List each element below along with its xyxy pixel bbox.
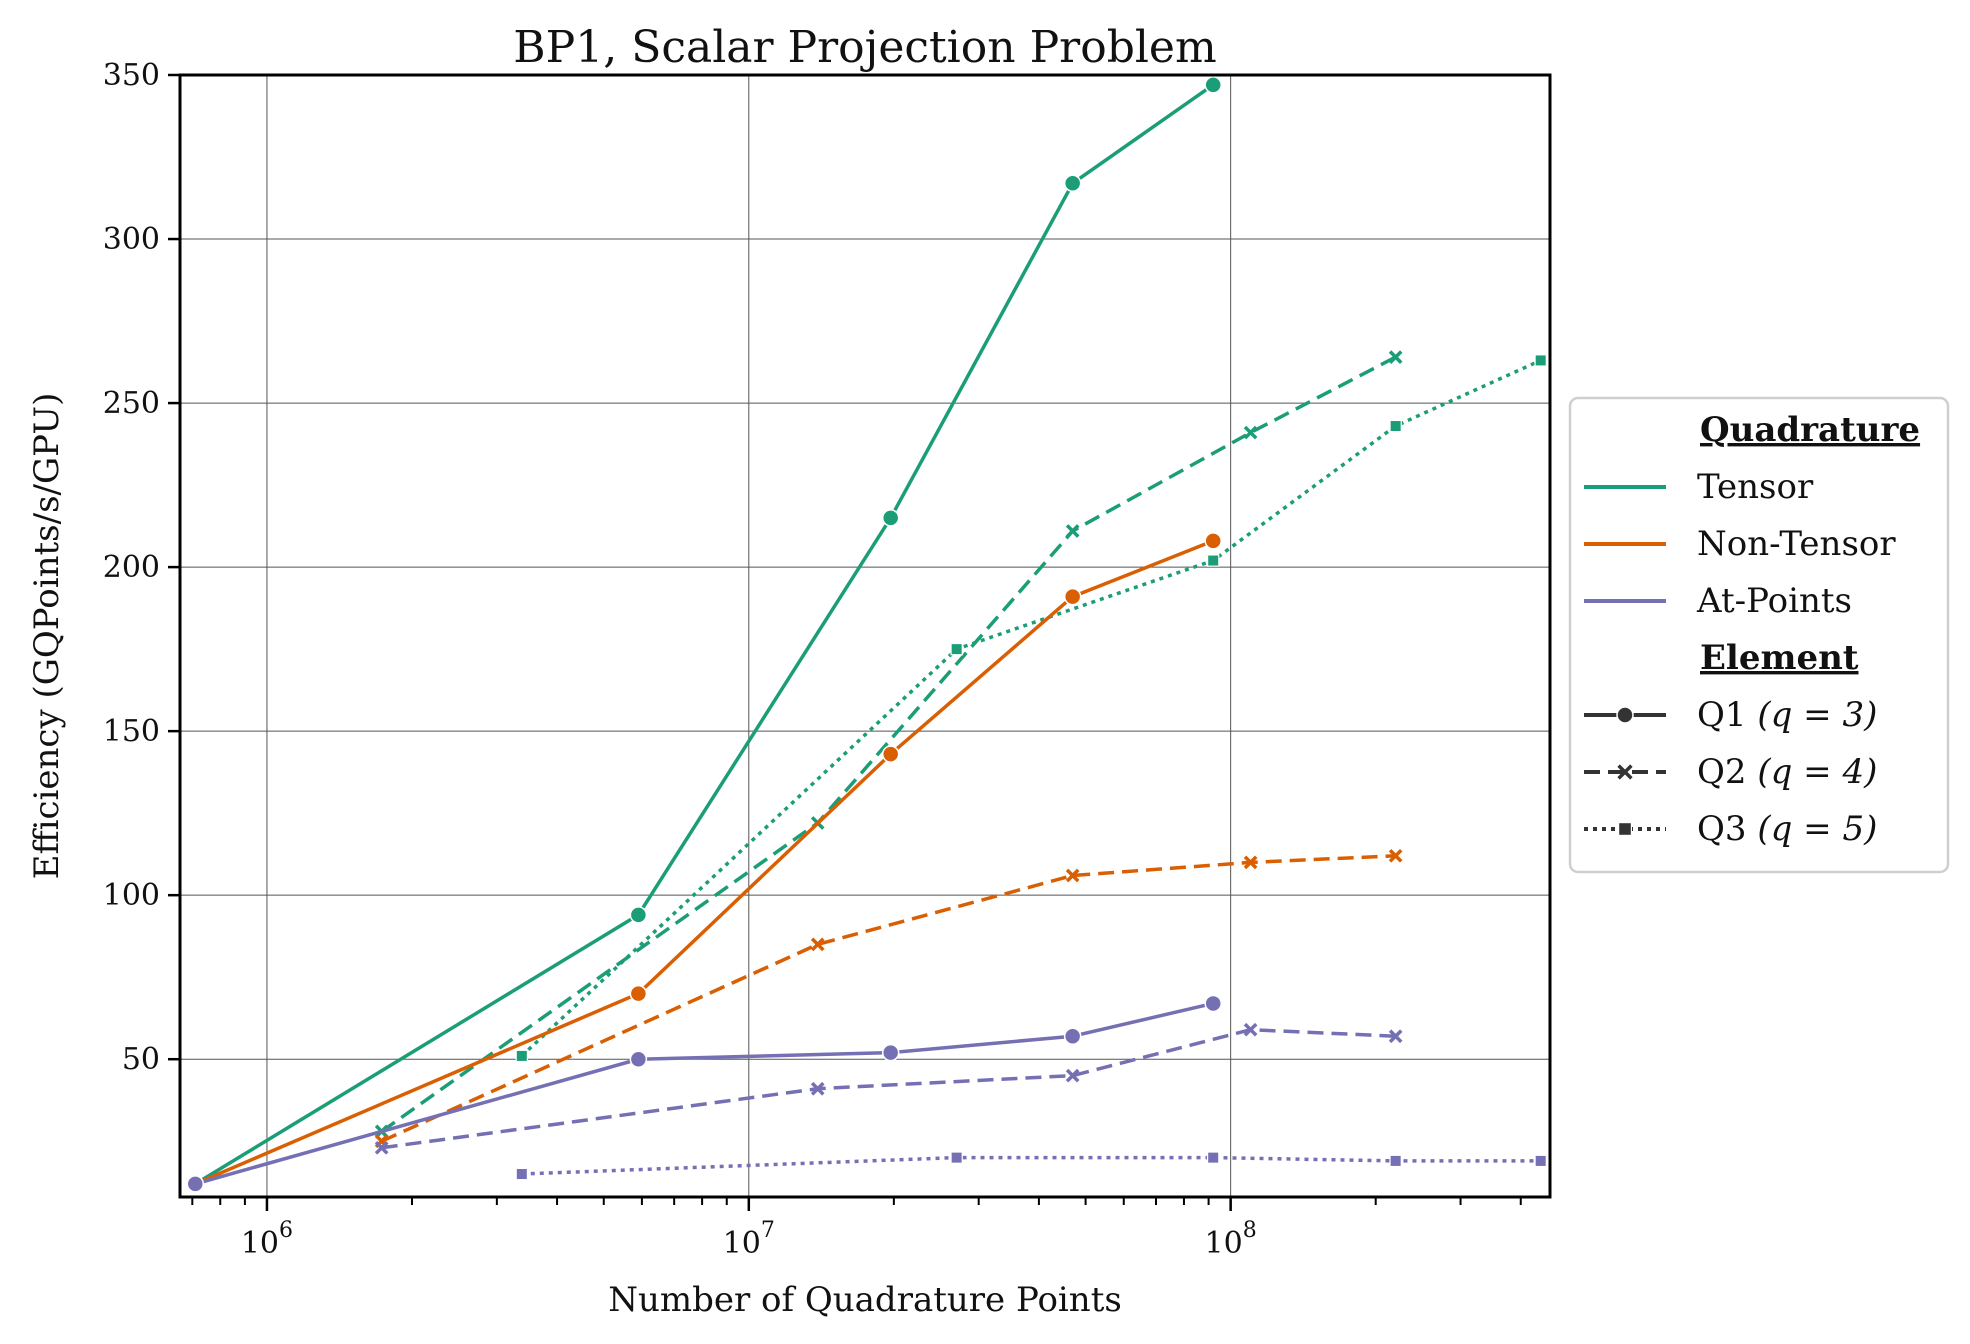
legend: Quadrature Tensor Non-Tensor At-Points Eleme… bbox=[1568, 396, 1950, 874]
grid-lines bbox=[180, 74, 1550, 1197]
y-tick-label: 100 bbox=[103, 878, 160, 913]
legend-entry-non-tensor: Non-Tensor bbox=[1697, 524, 1896, 564]
data-point-at-points-q2 bbox=[810, 1081, 825, 1096]
data-point-at-points-q2 bbox=[1065, 1068, 1080, 1083]
x-axis-ticks: 106 107 108 bbox=[191, 1197, 1522, 1261]
legend-entry-q3: Q3 (q = 5) bbox=[1697, 809, 1877, 849]
data-point-at-points-q2 bbox=[1388, 1029, 1403, 1044]
series-line-non-tensor-q1 bbox=[194, 539, 1214, 1186]
series-at-points-q1 bbox=[186, 994, 1222, 1193]
data-point-tensor-q3 bbox=[1389, 419, 1402, 433]
y-tick-label: 50 bbox=[122, 1042, 160, 1077]
legend-quadrature-title: Quadrature bbox=[1700, 410, 1920, 450]
plot-frame bbox=[178, 73, 1552, 1199]
data-point-non-tensor-q1 bbox=[881, 745, 900, 763]
legend-entry-q2: Q2 (q = 4) bbox=[1697, 752, 1877, 792]
x-tick-label: 108 bbox=[1205, 1218, 1257, 1261]
data-point-tensor-q1 bbox=[629, 906, 648, 924]
data-point-at-points-q2 bbox=[374, 1140, 389, 1155]
legend-entry-tensor: Tensor bbox=[1697, 467, 1814, 507]
series-line-at-points-q3 bbox=[521, 1155, 1541, 1176]
data-point-tensor-q2 bbox=[1243, 425, 1258, 440]
data-point-at-points-q1 bbox=[1204, 994, 1222, 1013]
data-point-tensor-q3 bbox=[1207, 554, 1220, 567]
data-point-tensor-q2 bbox=[1388, 350, 1403, 364]
y-tick-label: 250 bbox=[103, 386, 160, 421]
x-tick-label: 106 bbox=[241, 1218, 293, 1261]
y-tick-label: 300 bbox=[103, 222, 160, 257]
data-point-at-points-q3 bbox=[515, 1167, 529, 1181]
series-line-tensor-q1 bbox=[194, 83, 1215, 1186]
series-line-at-points-q2 bbox=[381, 1027, 1396, 1150]
data-point-at-points-q3 bbox=[1207, 1151, 1220, 1164]
y-tick-label: 150 bbox=[103, 714, 160, 749]
series-tensor-q2 bbox=[374, 350, 1403, 1139]
y-axis-label: Efficiency (GQPoints/s/GPU) bbox=[27, 393, 67, 880]
data-point-tensor-q1 bbox=[881, 509, 900, 527]
data-point-non-tensor-q1 bbox=[1063, 587, 1082, 606]
series-line-tensor-q2 bbox=[380, 355, 1397, 1133]
series-tensor-q3 bbox=[515, 354, 1547, 1063]
data-point-tensor-q3 bbox=[1534, 354, 1547, 367]
data-point-tensor-q1 bbox=[1204, 76, 1222, 94]
data-point-at-points-q3 bbox=[1534, 1154, 1547, 1168]
series-line-at-points-q1 bbox=[194, 1001, 1214, 1186]
data-point-at-points-q1 bbox=[629, 1050, 648, 1068]
data-point-tensor-q2 bbox=[1065, 524, 1080, 538]
data-point-at-points-q3 bbox=[950, 1151, 963, 1164]
data-point-non-tensor-q1 bbox=[1204, 532, 1222, 550]
x-axis-label: Number of Quadrature Points bbox=[608, 1280, 1122, 1320]
legend-entry-at-points: At-Points bbox=[1696, 581, 1852, 621]
y-axis-ticks: 50 100 150 200 250 300 350 bbox=[103, 58, 180, 1077]
series-line-tensor-q3 bbox=[520, 358, 1542, 1058]
series-at-points-q3 bbox=[515, 1151, 1547, 1181]
series-line-non-tensor-q2 bbox=[380, 854, 1396, 1143]
legend-marker-q1 bbox=[1616, 706, 1634, 724]
series-tensor-q1 bbox=[186, 76, 1222, 1193]
legend-marker-q3 bbox=[1617, 821, 1632, 836]
series-at-points-q2 bbox=[374, 1022, 1403, 1155]
series-layer bbox=[186, 76, 1547, 1193]
legend-entry-q1: Q1 (q = 3) bbox=[1697, 695, 1877, 735]
x-tick-label: 107 bbox=[723, 1218, 775, 1261]
legend-marker-q2 bbox=[1617, 764, 1633, 780]
data-point-non-tensor-q2 bbox=[1388, 848, 1403, 863]
data-point-tensor-q1 bbox=[1063, 174, 1082, 193]
data-point-at-points-q1 bbox=[186, 1175, 205, 1193]
data-point-at-points-q1 bbox=[881, 1043, 900, 1062]
data-point-at-points-q2 bbox=[1243, 1022, 1258, 1037]
y-tick-label: 350 bbox=[103, 58, 160, 93]
data-point-tensor-q3 bbox=[950, 642, 963, 656]
chart-title: BP1, Scalar Projection Problem bbox=[513, 22, 1216, 73]
y-tick-label: 200 bbox=[103, 550, 160, 585]
data-point-at-points-q1 bbox=[1063, 1027, 1082, 1045]
data-point-non-tensor-q2 bbox=[1065, 868, 1080, 883]
data-point-non-tensor-q1 bbox=[629, 984, 648, 1003]
legend-element-title: Element bbox=[1700, 638, 1859, 678]
data-point-tensor-q3 bbox=[515, 1049, 529, 1063]
data-point-non-tensor-q2 bbox=[810, 937, 825, 952]
data-point-at-points-q3 bbox=[1389, 1154, 1402, 1168]
legend-box bbox=[1568, 396, 1950, 874]
data-point-non-tensor-q2 bbox=[1243, 855, 1258, 870]
